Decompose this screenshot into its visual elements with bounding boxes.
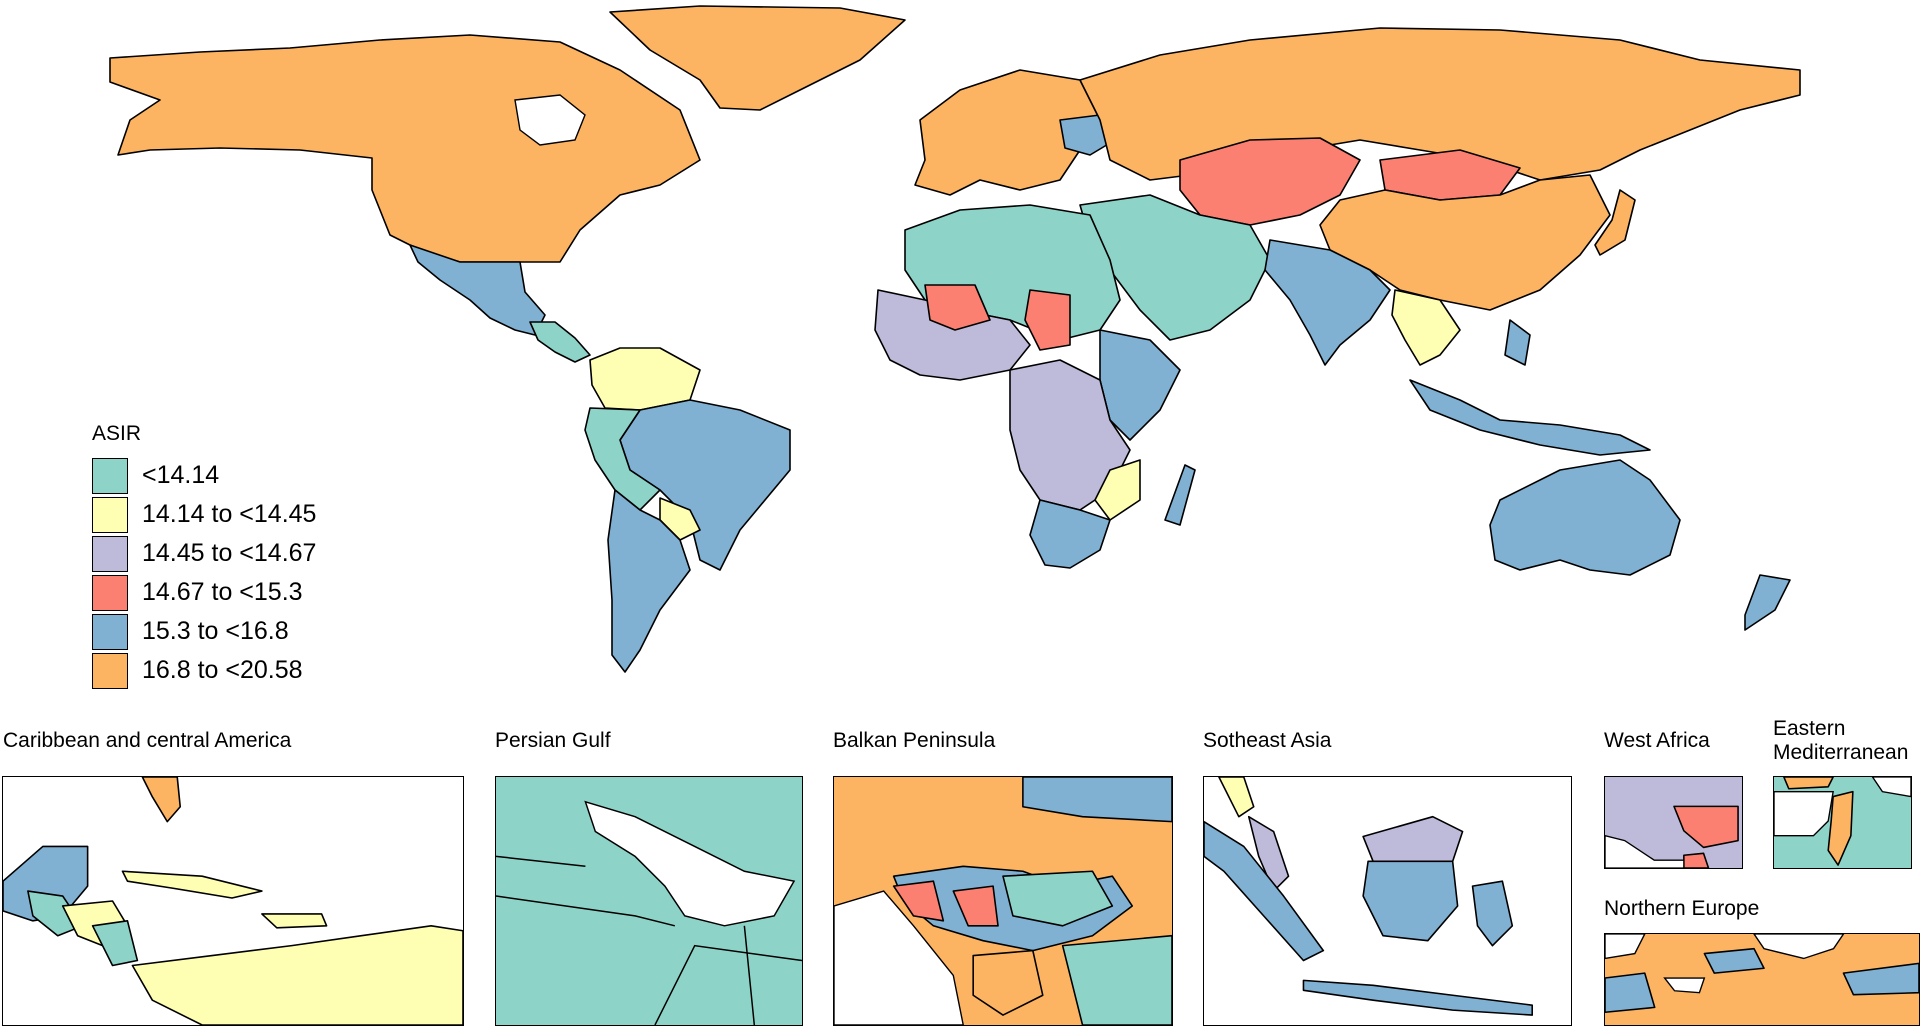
region-philippines	[1504, 319, 1531, 366]
legend-swatch	[92, 535, 128, 572]
region-europe	[914, 69, 1101, 196]
region-indochina	[1391, 289, 1461, 366]
legend-label: 14.14 to <14.45	[142, 500, 317, 528]
region-australia	[1489, 459, 1681, 576]
legend-item: 14.45 to <14.67	[92, 534, 316, 573]
legend-label: <14.14	[142, 461, 220, 489]
region-peru-bolivia	[584, 407, 661, 511]
inset-map-persian-gulf	[495, 776, 803, 1026]
legend-swatch	[92, 652, 128, 689]
region-southern-cone	[607, 489, 691, 673]
legend-item: 14.67 to <15.3	[92, 573, 316, 612]
legend-item: 15.3 to <16.8	[92, 612, 316, 651]
region-indonesia	[1409, 379, 1651, 456]
legend-title: ASIR	[92, 422, 142, 445]
legend-swatch	[92, 574, 128, 611]
region-north-america	[109, 34, 701, 263]
inset-title-northern-europe: Northern Europe	[1604, 897, 1760, 920]
inset-map-eastern-mediterranean	[1773, 776, 1912, 869]
inset-map-southeast-asia	[1203, 776, 1572, 1026]
legend-item: <14.14	[92, 456, 316, 495]
region-south-asia	[1264, 239, 1391, 366]
legend-label: 14.45 to <14.67	[142, 539, 317, 567]
legend-items: <14.14 14.14 to <14.45 14.45 to <14.67 14.6…	[92, 456, 316, 690]
legend-swatch	[92, 496, 128, 533]
region-greenland	[609, 5, 906, 111]
inset-title-balkan: Balkan Peninsula	[833, 729, 996, 752]
inset-map-balkan	[833, 776, 1173, 1026]
legend-label: 14.67 to <15.3	[142, 578, 303, 606]
legend-label: 15.3 to <16.8	[142, 617, 289, 645]
inset-map-northern-europe	[1604, 933, 1920, 1026]
region-madagascar	[1164, 464, 1196, 526]
hudson-bay	[514, 94, 586, 146]
map-legend: ASIR <14.14 14.14 to <14.45 14.45 to <14.6…	[92, 422, 316, 690]
region-central-america	[529, 321, 591, 363]
legend-swatch	[92, 613, 128, 650]
legend-swatch	[92, 457, 128, 494]
inset-title-persian-gulf: Persian Gulf	[495, 729, 611, 752]
region-mozambique	[1094, 459, 1141, 521]
inset-map-west-africa	[1604, 776, 1743, 869]
legend-label: 16.8 to <20.58	[142, 656, 303, 684]
region-japan	[1594, 189, 1636, 256]
inset-title-southeast-asia: Sotheast Asia	[1203, 729, 1332, 752]
region-mexico	[409, 244, 546, 336]
region-central-asia	[1179, 137, 1361, 226]
region-southern-africa	[1029, 499, 1111, 569]
region-new-zealand	[1744, 574, 1791, 631]
inset-title-eastern-mediterranean: Eastern Mediterranean	[1773, 717, 1909, 764]
inset-map-caribbean	[2, 776, 464, 1026]
inset-title-west-africa: West Africa	[1604, 729, 1710, 752]
region-mali-chad	[924, 284, 1071, 351]
legend-item: 16.8 to <20.58	[92, 651, 316, 690]
legend-item: 14.14 to <14.45	[92, 495, 316, 534]
inset-title-caribbean: Caribbean and central America	[3, 729, 292, 752]
